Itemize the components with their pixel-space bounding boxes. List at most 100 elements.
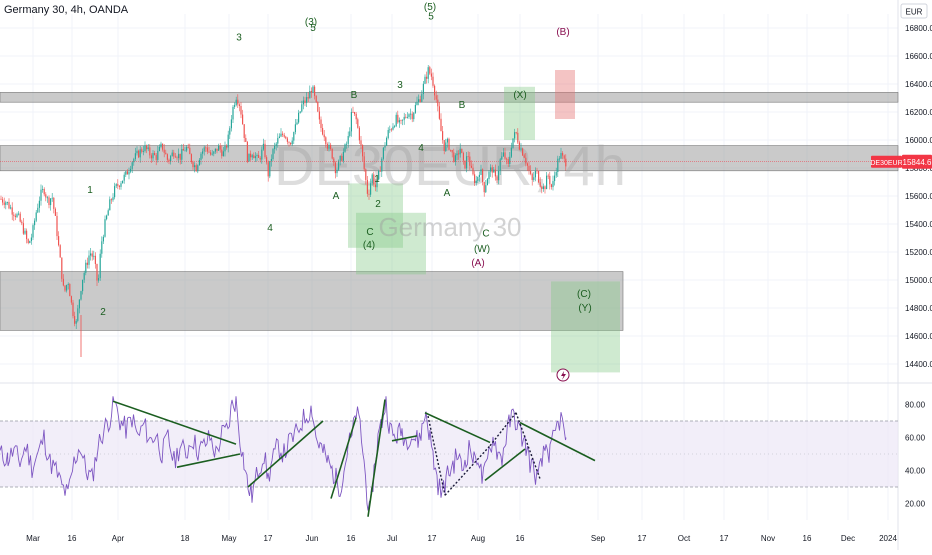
candle-up: [262, 143, 264, 150]
candle-up: [147, 147, 149, 150]
candle-up: [157, 150, 159, 160]
candle-down: [355, 114, 357, 120]
candle-up: [514, 132, 516, 139]
rsi-trendline: [424, 412, 491, 444]
candle-up: [446, 138, 448, 143]
candle-up: [112, 197, 114, 201]
candle-up: [186, 147, 188, 151]
lightning-icon[interactable]: [556, 368, 570, 382]
candle-down: [437, 99, 439, 107]
candle-up: [37, 207, 39, 213]
candle-down: [182, 149, 184, 151]
candle-down: [266, 157, 268, 163]
candle-down: [226, 145, 228, 148]
candle-down: [365, 169, 367, 180]
candle-down: [72, 302, 74, 317]
candle-down: [26, 230, 28, 240]
candle-up: [346, 143, 348, 145]
candle-up: [38, 200, 40, 208]
price-tick-label: 16200.0: [905, 108, 932, 117]
candle-down: [210, 152, 212, 155]
candle-up: [261, 149, 263, 160]
candle-down: [363, 156, 365, 170]
candle-down: [179, 153, 181, 160]
rsi-trendline: [176, 453, 241, 468]
candle-up: [29, 241, 31, 244]
candle-up: [394, 126, 396, 127]
candle-up: [421, 94, 423, 102]
candle-up: [256, 154, 258, 157]
candle-up: [46, 197, 48, 199]
candle-down: [13, 214, 15, 216]
candle-down: [168, 159, 170, 162]
rsi-dotted-line: [427, 415, 446, 496]
rsi-tick-label: 80.00: [905, 401, 926, 410]
candle-down: [334, 162, 336, 174]
candle-down: [118, 185, 120, 187]
candle-down: [504, 152, 506, 159]
candle-down: [517, 132, 519, 143]
candle-up: [387, 130, 389, 139]
candle-up: [298, 112, 300, 123]
candle-up: [403, 116, 405, 120]
currency-box[interactable]: EUR: [900, 3, 928, 19]
price-tick-label: 15400.0: [905, 220, 932, 229]
wave-label: 5: [310, 23, 316, 34]
candle-down: [282, 133, 284, 135]
price-tick-label: 15000.0: [905, 276, 932, 285]
candle-down: [117, 184, 119, 186]
candle-up: [194, 165, 196, 168]
candle-down: [366, 179, 368, 194]
candle-down: [21, 221, 23, 224]
rsi-dotted-line: [489, 412, 517, 447]
wave-label: A: [333, 191, 340, 202]
candle-up: [554, 175, 556, 182]
candle-up: [99, 253, 101, 279]
candle-up: [520, 148, 522, 150]
candle-up: [93, 255, 95, 257]
candle-down: [246, 141, 248, 162]
candle-down: [141, 149, 143, 152]
candle-down: [96, 263, 98, 281]
candle-up: [88, 255, 90, 265]
candle-up: [24, 230, 26, 234]
candle-up: [502, 152, 504, 157]
symbol-title: Germany 30, 4h, OANDA: [4, 4, 129, 16]
candle-up: [142, 151, 144, 152]
candle-down: [440, 118, 442, 132]
candle-up: [114, 186, 116, 198]
candle-up: [32, 225, 34, 238]
candle-down: [320, 119, 322, 129]
candle-up: [235, 99, 237, 106]
candle-up: [211, 153, 213, 155]
candle-down: [538, 171, 540, 183]
candle-down: [173, 152, 175, 157]
candle-down: [288, 141, 290, 143]
candle-down: [219, 145, 221, 150]
candle-down: [237, 99, 239, 105]
rsi-tick-label: 20.00: [905, 500, 926, 509]
price-tag-value: 15844.6: [903, 158, 932, 167]
candle-up: [456, 153, 458, 156]
candle-up: [5, 202, 7, 205]
candle-down: [250, 153, 252, 158]
candle-down: [419, 99, 421, 102]
candle-up: [485, 185, 487, 193]
candle-up: [80, 291, 82, 300]
candle-down: [443, 140, 445, 151]
candle-down: [525, 157, 527, 164]
candle-down: [43, 189, 45, 195]
zone-gray: [0, 271, 624, 331]
candle-down: [472, 167, 474, 175]
candle-up: [498, 170, 500, 181]
candle-up: [493, 169, 495, 173]
candle-up: [160, 143, 162, 147]
candle-up: [42, 189, 44, 190]
candle-up: [560, 153, 562, 159]
candle-up: [227, 134, 229, 148]
candle-down: [259, 157, 261, 160]
candle-down: [333, 158, 335, 163]
candle-up: [83, 272, 85, 280]
